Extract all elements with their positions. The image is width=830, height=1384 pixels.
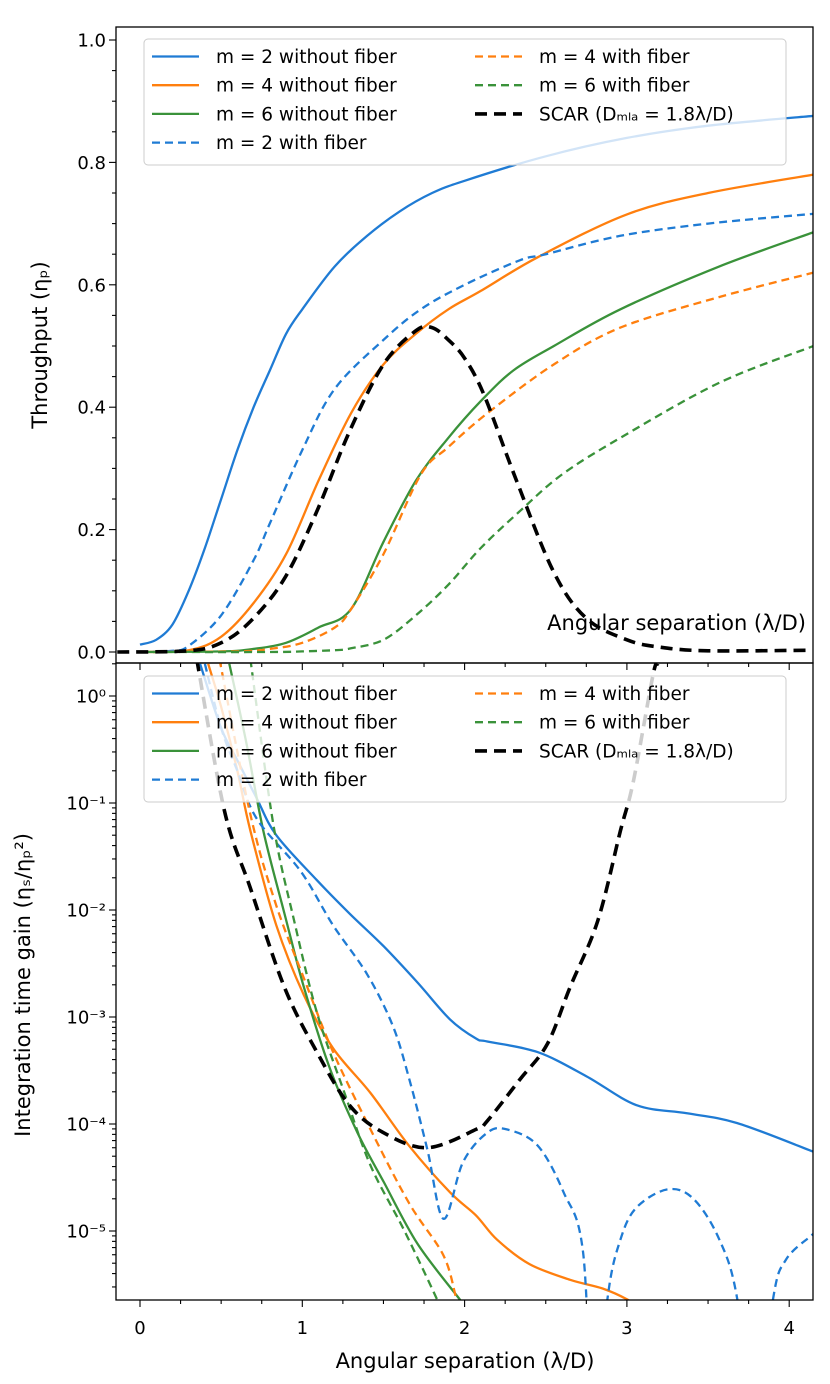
series-line-6 — [117, 324, 813, 654]
legend-label-1: m = 4 without fiber — [216, 76, 397, 97]
legend-label-3: m = 2 with fiber — [216, 133, 367, 154]
legend: m = 2 without fiber m = 4 without fiber m … — [143, 675, 787, 803]
legend-label-6: SCAR (Dₘₗₐ = 1.8λ/D) — [539, 104, 734, 125]
legend-label-0: m = 2 without fiber — [216, 684, 397, 705]
y-tick-label: 1.0 — [77, 31, 106, 52]
y-axis-label: Throughput (ηₚ) — [28, 261, 52, 429]
y-tick-label: 0.0 — [77, 643, 106, 664]
series-line-1 — [139, 173, 813, 654]
legend-box — [143, 38, 787, 166]
legend: m = 2 without fiber m = 4 without fiber m … — [143, 38, 787, 166]
y-tick-label: 10⁻¹ — [66, 794, 106, 815]
series-line-3 — [203, 663, 813, 1300]
y-tick-label: 10⁰ — [76, 687, 106, 708]
series-line-4 — [139, 271, 813, 654]
legend-label-5: m = 6 with fiber — [539, 76, 690, 97]
legend-label-0: m = 2 without fiber — [216, 47, 397, 68]
legend-label-4: m = 4 with fiber — [539, 684, 690, 705]
y-axis-label: Integration time gain (ηₛ/ηₚ²) — [11, 833, 35, 1137]
y-tick-label: 0.2 — [77, 520, 106, 541]
series-lines — [117, 114, 813, 654]
throughput-x-axis-label: Angular separation (λ/D) — [547, 611, 806, 635]
series-line-4 — [219, 663, 458, 1300]
legend-label-2: m = 6 without fiber — [216, 104, 397, 125]
x-tick-label: 3 — [621, 1318, 632, 1339]
y-tick-label: 10⁻⁵ — [66, 1222, 106, 1243]
series-line-0 — [139, 114, 813, 646]
y-tick-label: 10⁻² — [66, 901, 106, 922]
legend-label-3: m = 2 with fiber — [216, 770, 367, 791]
series-line-1 — [207, 663, 631, 1300]
y-tick-label: 0.4 — [77, 398, 106, 419]
x-axis-label: Angular separation (λ/D) — [336, 1349, 595, 1373]
legend-label-4: m = 4 with fiber — [539, 47, 690, 68]
x-tick-label: 0 — [134, 1318, 145, 1339]
series-line-5 — [139, 344, 813, 654]
legend-label-6: SCAR (Dₘₗₐ = 1.8λ/D) — [539, 741, 734, 762]
series-line-3 — [139, 212, 813, 654]
y-tick-label: 0.6 — [77, 275, 106, 296]
gain-panel: 0 1 2 3 4 Angular separation (λ/D) 10⁰ 10⁻¹ 10⁻²… — [11, 662, 814, 1373]
y-tick-label: 10⁻³ — [66, 1008, 106, 1029]
y-tick-label: 10⁻⁴ — [66, 1115, 106, 1136]
y-tick-label: 0.8 — [77, 153, 106, 174]
x-tick-label: 1 — [297, 1318, 308, 1339]
throughput-panel: Angular separation (λ/D) 0.0 0.2 0.4 0.6 0.8 1… — [28, 26, 814, 670]
x-tick-label: 4 — [783, 1318, 794, 1339]
legend-label-1: m = 4 without fiber — [216, 713, 397, 734]
x-tick-label: 2 — [459, 1318, 470, 1339]
legend-box — [143, 675, 787, 803]
legend-label-5: m = 6 with fiber — [539, 713, 690, 734]
legend-label-2: m = 6 without fiber — [216, 741, 397, 762]
